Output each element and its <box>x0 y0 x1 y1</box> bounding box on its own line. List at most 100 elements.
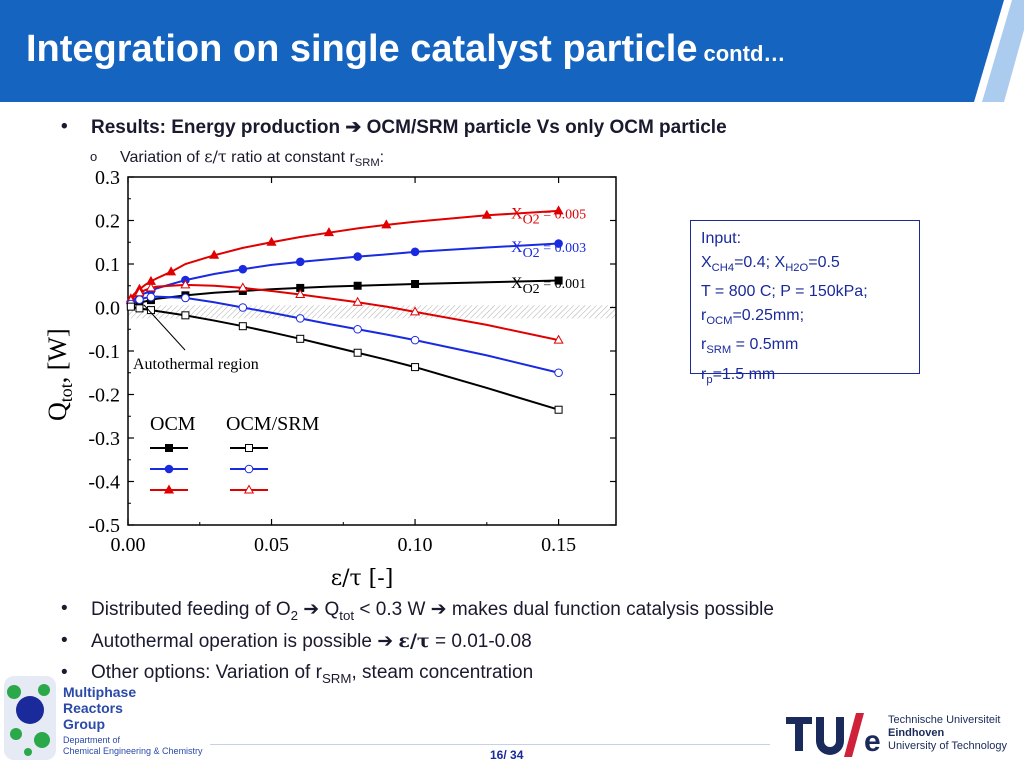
input-line-rocm: rOCM=0.25mm; <box>701 304 909 333</box>
data-point <box>554 276 563 285</box>
legend-marker <box>165 444 173 452</box>
data-point <box>146 292 156 302</box>
data-point <box>553 334 564 344</box>
sub-subscript: SRM <box>354 157 380 170</box>
mrg-logo-icon <box>4 676 56 760</box>
data-point <box>553 205 564 215</box>
mrg-line2: Reactors <box>63 700 123 716</box>
bullet-results: • Results: Energy production ➔ OCM/SRM p… <box>61 116 727 139</box>
data-point <box>180 279 191 289</box>
b1-pre: Distributed feeding of O <box>91 599 291 620</box>
mrg-line1: Multiphase <box>63 684 137 700</box>
y-tick-label: -0.4 <box>88 472 120 494</box>
title-suffix: contd… <box>703 41 786 66</box>
rp-r: r <box>701 365 707 383</box>
data-point <box>295 288 306 298</box>
input-box: Input: XCH4=0.4; XH2O=0.5 T = 800 C; P =… <box>690 220 920 386</box>
data-point <box>353 324 362 334</box>
data-point <box>410 247 420 257</box>
sub-greek: ε/τ <box>204 147 227 166</box>
bullet-dot: • <box>61 116 68 137</box>
data-point <box>181 293 190 303</box>
dept-line2: Chemical Engineering & Chemistry <box>63 746 203 756</box>
data-point <box>381 219 392 229</box>
x-axis-label: ε/τ [-] <box>331 566 394 591</box>
page-title: Integration on single catalyst particle c… <box>26 28 785 71</box>
y-tick-label: 0.3 <box>95 167 120 189</box>
bullet-dot: • <box>61 630 68 651</box>
legend-marker <box>244 464 254 474</box>
y-tick-label: 0.2 <box>95 211 120 233</box>
rp-sub: p <box>706 373 713 386</box>
data-point <box>411 280 420 289</box>
input-x: X <box>701 254 712 271</box>
page-number: 16/ 34 <box>490 748 524 762</box>
bullet-results-pre: Results: Energy production <box>91 117 346 138</box>
input-line-rp: rp=1.5 mm <box>701 363 909 392</box>
data-point <box>146 306 155 315</box>
b1-post: < 0.3 W ➔ makes dual function catalysis … <box>354 599 774 620</box>
b3-post: , steam concentration <box>351 662 534 683</box>
y-tick-label: -0.5 <box>88 515 120 537</box>
input-end: =0.5 <box>808 254 840 271</box>
data-point <box>126 302 135 311</box>
y-tick-label: -0.3 <box>88 428 120 450</box>
rp-val: =1.5 mm <box>712 365 776 383</box>
tue-line3: University of Technology <box>888 740 1008 752</box>
data-point <box>352 296 363 306</box>
rocm-sub: OCM <box>706 315 733 328</box>
y-tick-label: 0.1 <box>95 254 120 276</box>
rsrm-sub: SRM <box>706 344 732 357</box>
department-text: Department of Chemical Engineering & Che… <box>63 735 203 757</box>
rocm-val: =0.25mm; <box>732 307 805 325</box>
input-mid: =0.4; X <box>734 254 786 271</box>
input-title: Input: <box>701 230 742 247</box>
data-point <box>353 252 362 261</box>
input-line-rsrm: rSRM = 0.5mm <box>701 333 909 362</box>
data-point <box>238 264 248 274</box>
tue-line2: Eindhoven <box>888 727 945 739</box>
data-point <box>554 368 563 378</box>
conclusion-bullets: • Distributed feeding of O2 ➔ Qtot < 0.3… <box>61 598 774 694</box>
data-point <box>237 282 248 292</box>
autothermal-band <box>128 305 616 319</box>
bullet-autothermal: • Autothermal operation is possible ➔ ε/… <box>61 630 774 662</box>
data-point <box>295 314 305 323</box>
b1-sub: 2 <box>290 607 299 623</box>
data-point <box>209 249 220 259</box>
b3-sub: SRM <box>321 670 352 686</box>
data-point <box>238 322 247 331</box>
y-tick-label: -0.2 <box>88 385 120 407</box>
series-annotation: XO2 = 0.005 <box>511 205 586 227</box>
mrg-line3: Group <box>63 716 105 732</box>
series-annotation: XO2 = 0.003 <box>511 239 586 261</box>
tue-line1: Technische Universiteit <box>888 714 1001 726</box>
x-tick-label: 0.05 <box>254 534 289 556</box>
data-point <box>410 335 420 345</box>
autothermal-pointer <box>143 304 186 351</box>
y-tick-label: -0.1 <box>88 341 120 363</box>
input-h2o-sub: H2O <box>785 262 809 275</box>
series-line <box>130 209 559 300</box>
sub-mid: ratio at constant r <box>226 149 355 166</box>
data-point <box>411 363 420 372</box>
data-point <box>481 209 492 219</box>
b2-post: = 0.01-0.08 <box>429 631 532 652</box>
bullet-results-post: OCM/SRM particle Vs only OCM particle <box>361 117 727 138</box>
header-banner: Integration on single catalyst particle c… <box>0 0 1024 102</box>
data-point <box>166 266 177 276</box>
sub-pre: Variation of <box>120 149 205 166</box>
b2-greek: ε/τ <box>398 630 430 652</box>
x-tick-label: 0.15 <box>541 534 576 556</box>
data-point <box>323 227 334 237</box>
sub-post: : <box>379 149 385 166</box>
legend-header-ocmsrm: OCM/SRM <box>226 413 320 435</box>
data-point <box>295 257 305 267</box>
data-point <box>353 281 362 290</box>
data-point <box>410 306 421 316</box>
x-tick-label: 0.00 <box>111 534 146 556</box>
svg-text:e: e <box>864 725 881 757</box>
data-point <box>238 303 248 312</box>
rocm-r: r <box>701 307 707 325</box>
y-tick-label: 0.0 <box>95 298 120 320</box>
